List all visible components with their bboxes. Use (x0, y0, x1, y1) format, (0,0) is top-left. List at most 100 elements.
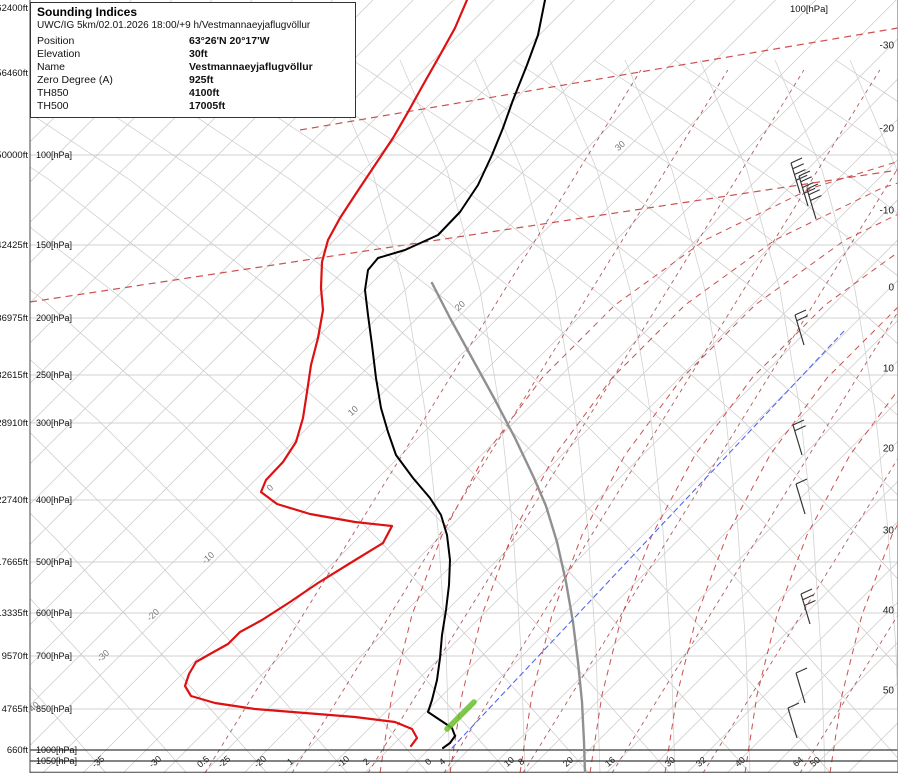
bottom-temp-label: 20 (561, 755, 575, 769)
pressure-label-top-right: 100[hPa] (790, 4, 828, 15)
indices-row-value: 17005ft (189, 99, 226, 112)
bottom-temp-label: 50 (808, 755, 822, 769)
adiabat-label: 10 (346, 404, 360, 418)
axis-labels: 62400ft 56460ft 50000ft 100[hPa] 42425ft 150[… (0, 3, 894, 770)
wind-barb (798, 170, 816, 207)
indices-row-value: 30ft (189, 47, 208, 60)
altitude-label: 32615ft (0, 370, 28, 381)
bottom-temp-label: 40 (733, 755, 747, 769)
indices-row: TH850 4100ft (37, 86, 349, 99)
bottom-temp-label: -10 (335, 754, 351, 770)
wind-barb (790, 157, 808, 194)
right-temp-label: 50 (883, 686, 895, 697)
mixing-guide-line (451, 329, 846, 749)
wind-barbs (787, 157, 822, 739)
mixing-ratio-label: 1 (285, 756, 295, 767)
mixing-ratio-label: 8 (516, 756, 526, 767)
wind-barb (787, 702, 800, 739)
pressure-label: 500[hPa] (36, 557, 72, 567)
pressure-grid (30, 154, 898, 762)
mixing-ratio-label: 2 (361, 756, 371, 767)
bottom-temp-label: -30 (147, 754, 163, 770)
wind-barb (806, 183, 822, 220)
right-temp-label: 40 (883, 606, 895, 617)
bottom-temp-label: 10 (502, 755, 516, 769)
bottom-temp-label: -25 (216, 754, 232, 770)
right-temp-label: 10 (883, 364, 895, 375)
adiabat-label: 20 (453, 299, 467, 313)
indices-row: Zero Degree (A) 925ft (37, 73, 349, 86)
pressure-label: 1000[hPa] (36, 745, 77, 755)
wind-barb (800, 588, 816, 625)
lcl-marker (444, 699, 477, 732)
indices-row: Elevation 30ft (37, 47, 349, 60)
indices-row-label: Zero Degree (A) (37, 73, 113, 86)
wind-barb (792, 419, 806, 456)
right-temp-label: -30 (880, 41, 895, 52)
right-temp-label: 20 (883, 444, 895, 455)
indices-row-label: Position (37, 34, 75, 47)
wind-barb (795, 478, 808, 515)
dewpoint-curve (183, 0, 469, 748)
altitude-label: 4765ft (2, 704, 29, 715)
sounding-indices-panel: Sounding Indices UWC/IG 5km/02.01.2026 1… (30, 2, 356, 118)
pressure-label: 1050[hPa] (36, 756, 77, 766)
dry-adiabat-grid (30, 59, 898, 773)
altitude-label: 660ft (7, 745, 28, 756)
panel-title: Sounding Indices (37, 5, 138, 19)
indices-row-label: Elevation (37, 47, 81, 60)
altitude-label: 13335ft (0, 608, 28, 619)
mixing-ratio-label: 0.5 (195, 754, 211, 770)
parcel-curve (430, 281, 587, 773)
altitude-label: 50000ft (0, 150, 28, 161)
indices-row-value: Vestmannaeyjaflugvöllur (189, 60, 313, 73)
pressure-label: 400[hPa] (36, 495, 72, 505)
mixing-ratio-label: 4 (437, 756, 447, 767)
pressure-label: 700[hPa] (36, 651, 72, 661)
indices-row-value: 925ft (189, 73, 214, 86)
altitude-label: 62400ft (0, 3, 28, 14)
pressure-label: 100[hPa] (36, 150, 72, 160)
wind-barb (794, 309, 808, 346)
right-temp-label: -10 (880, 206, 895, 217)
indices-row-value: 4100ft (189, 86, 220, 99)
pressure-label: 150[hPa] (36, 240, 72, 250)
temperature-curve (364, 0, 546, 749)
right-temp-label: -20 (880, 124, 895, 135)
wind-barb (795, 667, 808, 704)
right-temp-label: 30 (883, 526, 895, 537)
altitude-label: 17665ft (0, 557, 28, 568)
adiabat-label: 0 (265, 482, 275, 493)
red-dashed-curves (30, 27, 898, 773)
indices-row-label: TH500 (37, 99, 69, 112)
panel-subtitle: UWC/IG 5km/02.01.2026 18:00/+9 h/Vestman… (37, 20, 311, 31)
indices-row-label: TH850 (37, 86, 69, 99)
altitude-label: 22740ft (0, 495, 28, 506)
bottom-temp-label: 30 (663, 755, 677, 769)
pressure-label: 300[hPa] (36, 418, 72, 428)
adiabat-label: -10 (200, 550, 216, 566)
bottom-temp-label: 0 (423, 756, 433, 767)
indices-row-label: Name (37, 60, 66, 73)
pressure-label: 200[hPa] (36, 313, 72, 323)
bottom-temp-label: -20 (252, 754, 268, 770)
bottom-temp-label: -35 (90, 754, 106, 770)
mixing-ratio-label: 32 (694, 755, 708, 769)
indices-row: Name Vestmannaeyjaflugvöllur (37, 60, 349, 73)
mixing-ratio-label: 16 (603, 755, 617, 769)
mixing-ratio-label: 64 (791, 755, 805, 769)
pressure-label: 850[hPa] (36, 704, 72, 714)
indices-row: Position 63°26'N 20°17'W (37, 34, 349, 47)
pressure-label: 250[hPa] (36, 370, 72, 380)
altitude-label: 36975ft (0, 313, 28, 324)
moist-adiabat-grid (324, 59, 898, 773)
altitude-label: 9570ft (2, 651, 29, 662)
indices-row: TH500 17005ft (37, 99, 349, 112)
altitude-label: 42425ft (0, 240, 28, 251)
right-temp-label: 0 (888, 283, 894, 294)
adiabat-label: -30 (95, 648, 111, 664)
altitude-label: 28910ft (0, 418, 28, 429)
indices-table: Position 63°26'N 20°17'W Elevation 30ft Name… (37, 34, 349, 112)
